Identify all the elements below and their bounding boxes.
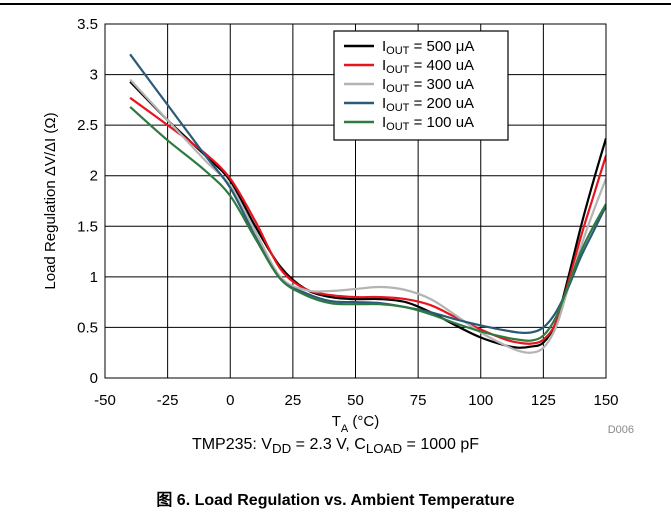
x-axis-title: TA (°C)	[332, 413, 380, 435]
y-tick-label: 3.5	[77, 16, 98, 33]
figure-caption: 图 6. Load Regulation vs. Ambient Tempera…	[156, 492, 515, 509]
y-tick-label: 1	[90, 269, 98, 286]
y-tick-label: 0.5	[77, 319, 98, 336]
legend-label-0: IOUT = 500 μA	[382, 38, 474, 57]
y-axis-title: Load Regulation ΔV/ΔI (Ω)	[42, 112, 59, 289]
x-axis-title-rest: (°C)	[348, 413, 379, 430]
legend-label-2: IOUT = 300 uA	[382, 76, 474, 95]
conditions-middle: = 2.3 V, C	[291, 436, 366, 453]
series-lines	[129, 53, 606, 354]
legend-label-3: IOUT = 200 uA	[382, 95, 474, 114]
conditions-cload-sub: LOAD	[365, 441, 403, 457]
top-rule	[0, 3, 671, 5]
x-tick-label: 0	[226, 392, 234, 409]
x-tick-label: 150	[593, 392, 618, 409]
x-tick-label: 25	[285, 392, 302, 409]
y-tick-label: 3	[90, 67, 98, 84]
x-axis-title-sub: A	[341, 423, 349, 435]
conditions-suffix: = 1000 pF	[402, 436, 480, 453]
y-tick-label: 0	[90, 370, 98, 387]
series-line-4	[129, 106, 606, 342]
plot-frame	[104, 23, 607, 379]
test-conditions: TMP235: VDD = 2.3 V, CLOAD = 1000 pF	[0, 436, 671, 456]
y-tick-label: 2	[90, 168, 98, 185]
legend-label-1: IOUT = 400 uA	[382, 57, 474, 76]
x-tick-label: 125	[531, 392, 556, 409]
x-tick-label: -25	[157, 392, 179, 409]
series-line-3	[129, 53, 606, 335]
y-tick-label: 2.5	[77, 117, 98, 134]
conditions-prefix: TMP235: V	[191, 436, 272, 453]
series-line-2	[129, 78, 606, 354]
ticks: -50 -25 0 25 50 75 100 125 150 0 0.5 1 1.5 2 2.5 3 3.5	[77, 16, 618, 409]
conditions-vdd-sub: DD	[271, 441, 292, 457]
figure-code: D006	[608, 424, 634, 436]
x-tick-label: 75	[410, 392, 427, 409]
legend-label-4: IOUT = 100 uA	[382, 114, 474, 133]
x-tick-label: 100	[468, 392, 493, 409]
series-line-1	[129, 96, 606, 345]
x-tick-label: -50	[94, 392, 116, 409]
load-regulation-chart: -50 -25 0 25 50 75 100 125 150 0 0.5 1 1.5 2 2.5 3 3.5 L…	[42, 16, 634, 436]
x-axis-title-base: T	[332, 413, 341, 430]
x-tick-label: 50	[347, 392, 364, 409]
y-tick-label: 1.5	[77, 218, 98, 235]
